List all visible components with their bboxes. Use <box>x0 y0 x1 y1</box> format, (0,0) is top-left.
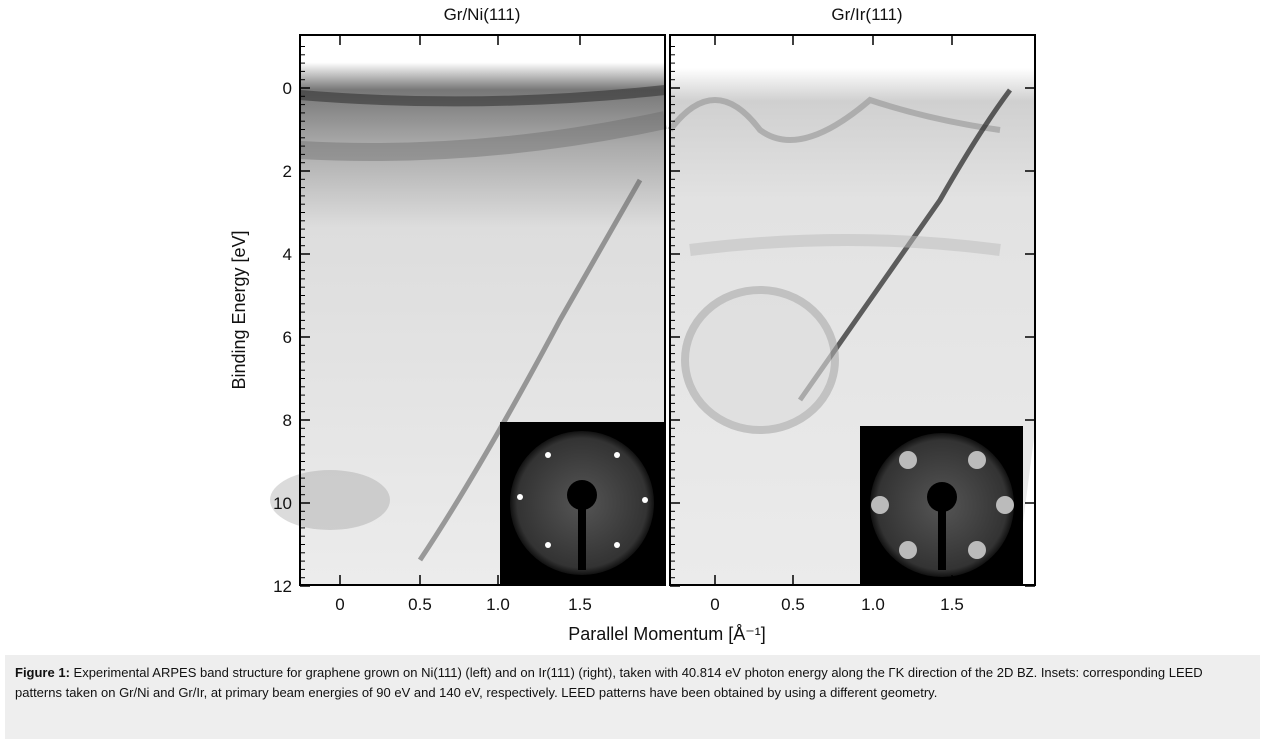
figure: Gr/Ni(111) Gr/Ir(111) Parallel Momentum … <box>229 5 1036 644</box>
leed-inset <box>860 426 1023 585</box>
leed-inset <box>500 422 665 585</box>
y-tick-label: 12 <box>273 577 292 596</box>
x-tick-label: 1.0 <box>486 595 510 614</box>
panel-frame <box>299 34 666 586</box>
x-axis-label: Parallel Momentum [Å⁻¹] <box>568 624 766 644</box>
band <box>667 96 1001 143</box>
feature <box>681 286 839 434</box>
y-tick-label: 4 <box>283 245 292 264</box>
panel-title: Gr/Ir(111) <box>831 5 902 24</box>
y-tick-label: 2 <box>283 162 292 181</box>
x-tick-label: 0.5 <box>781 595 805 614</box>
caption-label: Figure 1: <box>15 665 70 680</box>
x-tick-label: 0 <box>335 595 344 614</box>
band <box>299 85 666 107</box>
y-tick-label: 8 <box>283 411 292 430</box>
band <box>689 234 1001 256</box>
band <box>797 88 1013 402</box>
caption: Figure 1: Experimental ARPES band struct… <box>5 655 1260 739</box>
caption-text: Experimental ARPES band structure for gr… <box>15 665 1203 700</box>
panel-title: Gr/Ni(111) <box>444 5 521 24</box>
y-tick-label: 0 <box>283 79 292 98</box>
x-tick-label: 1.5 <box>568 595 592 614</box>
y-axis-label: Binding Energy [eV] <box>229 230 249 389</box>
x-tick-label: 1.0 <box>861 595 885 614</box>
y-tick-label: 10 <box>273 494 292 513</box>
y-tick-label: 6 <box>283 328 292 347</box>
x-tick-label: 1.5 <box>940 595 964 614</box>
panel-frame <box>669 34 1036 586</box>
x-tick-label: 0.5 <box>408 595 432 614</box>
band <box>417 178 643 562</box>
band <box>299 111 667 161</box>
x-tick-label: 0 <box>710 595 719 614</box>
